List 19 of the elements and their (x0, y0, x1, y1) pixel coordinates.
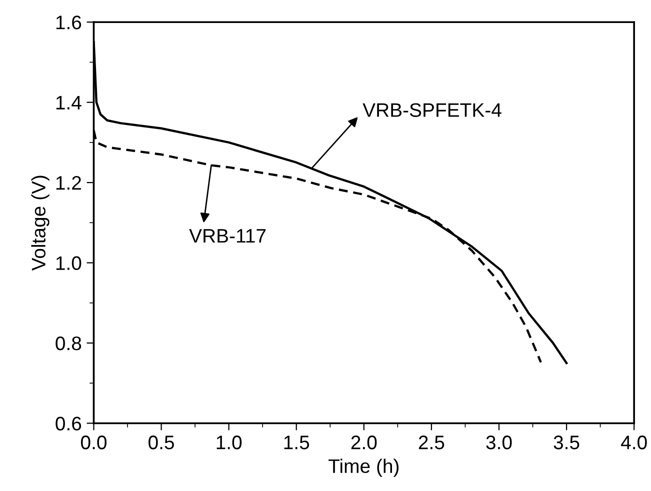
x-tick-label: 2.0 (351, 436, 377, 450)
x-tick-label: 1.5 (284, 436, 310, 450)
y-tick-label: 0.6 (56, 416, 82, 430)
x-tick-label: 4.0 (621, 436, 647, 450)
annotation: VRB-SPFETK-4 (362, 103, 502, 117)
y-tick-label: 1.6 (56, 16, 82, 30)
x-tick-label: 0.0 (80, 436, 106, 450)
x-tick-label: 1.0 (216, 436, 242, 450)
x-tick-label: 3.5 (554, 436, 580, 450)
y-tick-label: 1.2 (56, 176, 81, 190)
x-tick-label: 2.5 (418, 436, 444, 450)
x-axis-title: Time (h) (328, 458, 399, 477)
annotation: VRB-117 (189, 229, 266, 243)
y-tick-label: 0.8 (56, 336, 82, 350)
y-tick-label: 1.4 (56, 96, 82, 110)
x-tick-label: 0.5 (148, 436, 174, 450)
y-tick-label: 1.0 (56, 256, 82, 270)
x-tick-label: 3.0 (486, 436, 512, 450)
y-axis-title: Voltage (V) (31, 176, 50, 271)
